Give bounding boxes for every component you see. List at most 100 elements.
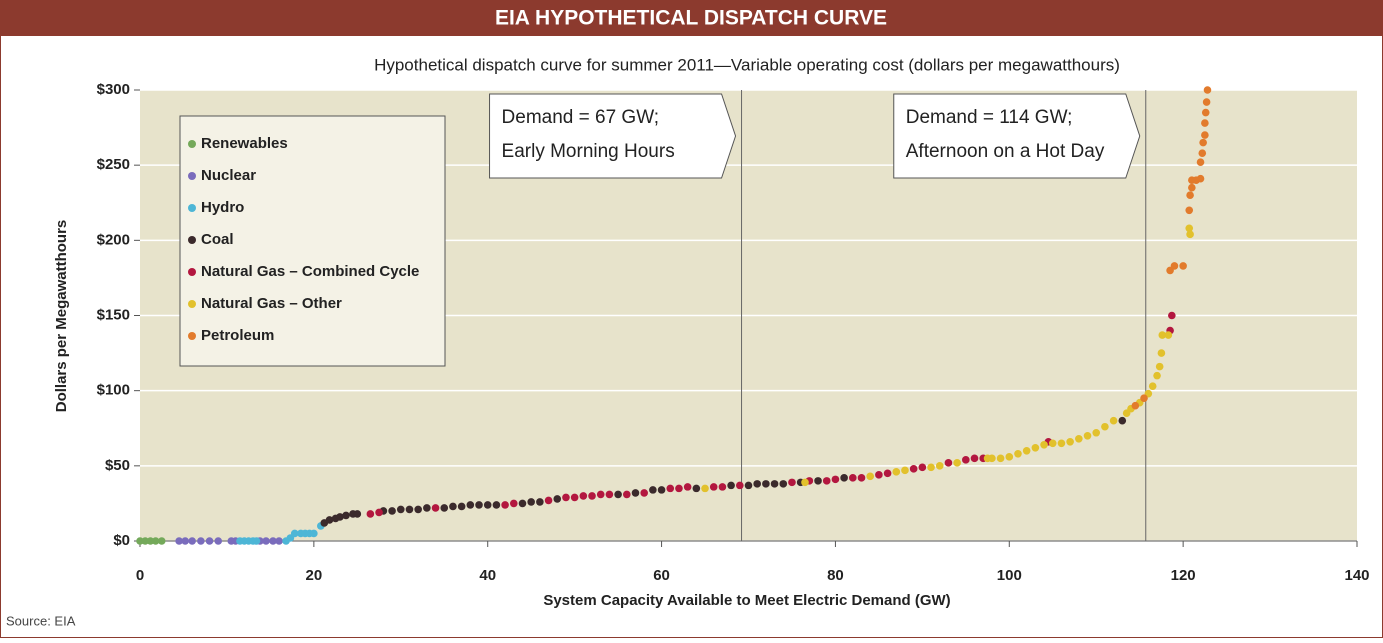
- point: [875, 471, 883, 479]
- point: [1066, 437, 1074, 446]
- source: Source: EIA: [6, 613, 76, 628]
- point: [1153, 371, 1161, 380]
- point: [325, 516, 334, 524]
- point: [136, 537, 144, 545]
- point: [1158, 331, 1167, 339]
- point: [1014, 450, 1022, 458]
- point: [353, 510, 362, 518]
- point: [1075, 434, 1083, 443]
- y-tick-label: $200: [97, 231, 130, 248]
- annotation-text: Early Morning Hours: [502, 141, 675, 162]
- point: [1155, 362, 1164, 371]
- point: [423, 504, 431, 512]
- point: [988, 454, 996, 463]
- point: [1148, 382, 1157, 390]
- point: [892, 468, 901, 476]
- point: [718, 483, 727, 491]
- legend-label: Coal: [201, 231, 234, 248]
- point: [188, 537, 196, 545]
- x-tick-label: 60: [653, 567, 670, 584]
- legend-label: Natural Gas – Combined Cycle: [201, 263, 419, 280]
- legend-box: [179, 115, 446, 367]
- point: [814, 477, 822, 485]
- point: [1185, 206, 1194, 215]
- point: [753, 480, 761, 488]
- point: [1201, 119, 1209, 127]
- point: [269, 537, 277, 545]
- point: [527, 498, 535, 506]
- point: [310, 529, 318, 538]
- point: [631, 489, 640, 497]
- point: [1005, 453, 1014, 461]
- point: [822, 477, 831, 485]
- y-tick-label: $150: [97, 306, 130, 323]
- point: [483, 501, 492, 509]
- point: [1196, 174, 1205, 183]
- point: [918, 463, 927, 472]
- point: [649, 486, 657, 494]
- legend-marker: [188, 268, 196, 276]
- point: [146, 537, 155, 545]
- point: [849, 474, 857, 482]
- point: [1040, 440, 1048, 449]
- point: [197, 537, 205, 545]
- annotation-box: [893, 93, 1141, 179]
- point: [692, 484, 701, 493]
- point: [883, 469, 892, 478]
- point: [657, 486, 666, 494]
- point: [762, 480, 770, 488]
- point: [342, 511, 350, 520]
- legend-marker: [188, 300, 196, 308]
- point: [1202, 98, 1211, 106]
- x-axis-label: System Capacity Available to Meet Electr…: [543, 592, 950, 609]
- x-tick-label: 20: [306, 567, 323, 584]
- point: [492, 501, 501, 509]
- point: [157, 537, 166, 545]
- chart-subtitle: Hypothetical dispatch curve for summer 2…: [374, 55, 1120, 74]
- point: [970, 454, 979, 463]
- point: [570, 493, 579, 502]
- point: [1201, 108, 1210, 117]
- point: [1118, 416, 1127, 425]
- point: [840, 474, 848, 482]
- header-bar: [0, 0, 1383, 36]
- point: [623, 490, 631, 499]
- point: [414, 505, 422, 514]
- point: [1083, 431, 1092, 440]
- x-tick-label: 100: [997, 567, 1022, 584]
- legend-marker: [188, 140, 196, 148]
- point: [1031, 443, 1040, 452]
- y-tick-label: $100: [97, 382, 130, 399]
- point: [1196, 158, 1205, 166]
- point: [605, 490, 614, 499]
- y-tick-label: $250: [97, 156, 130, 173]
- point: [866, 472, 874, 481]
- point: [336, 513, 344, 521]
- point: [1185, 224, 1194, 233]
- point: [553, 495, 562, 503]
- point: [709, 483, 718, 491]
- x-tick-label: 140: [1344, 567, 1369, 584]
- point: [1164, 331, 1173, 339]
- point: [909, 465, 918, 473]
- point: [1140, 394, 1148, 402]
- point: [962, 456, 970, 464]
- point: [475, 501, 483, 509]
- legend-label: Petroleum: [201, 327, 274, 344]
- point: [801, 478, 809, 487]
- x-tick-label: 120: [1171, 567, 1196, 584]
- x-tick-label: 80: [827, 567, 844, 584]
- point: [588, 492, 596, 500]
- annotation-text: Demand = 114 GW;: [906, 107, 1073, 128]
- y-tick-label: $0: [113, 532, 130, 549]
- point: [275, 537, 283, 545]
- chart-title: EIA HYPOTHETICAL DISPATCH CURVE: [495, 7, 887, 30]
- legend-label: Nuclear: [201, 167, 256, 184]
- x-tick-label: 40: [479, 567, 496, 584]
- point: [1057, 439, 1066, 448]
- annotation-text: Demand = 67 GW;: [502, 107, 660, 128]
- point: [831, 475, 840, 484]
- point: [901, 466, 909, 475]
- point: [640, 489, 648, 497]
